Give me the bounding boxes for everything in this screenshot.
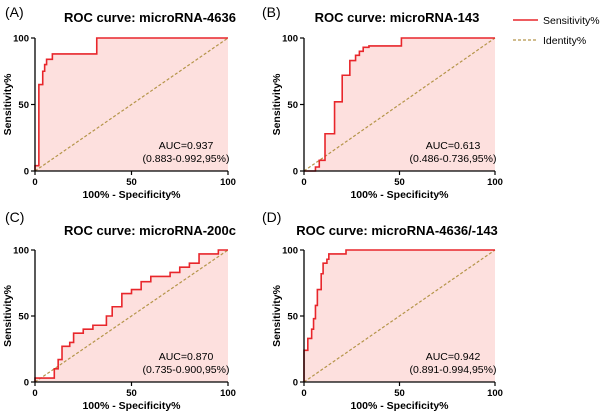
panel-title: ROC curve: microRNA-200c (64, 223, 236, 238)
x-tick-label: 0 (301, 388, 306, 399)
identity-line (34, 37, 229, 172)
y-tick-label: 0 (293, 378, 298, 389)
x-tick-label: 0 (32, 177, 37, 188)
auc-value: AUC=0.937 (159, 140, 214, 152)
y-tick-label: 100 (282, 246, 298, 257)
identity-line (303, 249, 496, 383)
x-tick-label: 100 (487, 177, 503, 188)
panel-letter: (C) (5, 209, 24, 225)
x-tick-label: 50 (394, 177, 405, 188)
y-tick-label: 0 (24, 167, 29, 178)
y-tick-label: 50 (18, 312, 29, 323)
identity-line (303, 37, 496, 172)
x-axis-label: 100% - Specificity% (82, 400, 181, 412)
roc-panel-3: (C) ROC curve: microRNA-200c 0 50 100 0 50 100 1… (2, 209, 236, 412)
y-tick-label: 50 (287, 312, 298, 323)
y-tick-label: 100 (282, 34, 298, 45)
roc-curve-line (303, 249, 495, 382)
auc-value: AUC=0.870 (159, 351, 214, 363)
roc-curve-line (304, 37, 495, 172)
roc-panel-1: (A) ROC curve: microRNA-4636 0 50 100 0 50 100 1… (2, 4, 236, 201)
x-tick-label: 100 (487, 388, 503, 399)
panel-title: ROC curve: microRNA-143 (315, 10, 480, 25)
x-tick-label: 50 (126, 177, 137, 188)
auc-confidence-interval: (0.486-0.736,95%) (410, 153, 497, 165)
panel-title: ROC curve: microRNA-4636/-143 (296, 223, 498, 238)
y-tick-label: 100 (13, 246, 29, 257)
x-axis-label: 100% - Specificity% (350, 400, 449, 412)
legend: Sensitivity% Identity% (513, 15, 600, 47)
y-tick-label: 50 (18, 100, 29, 111)
roc-curve-line (34, 37, 228, 171)
x-tick-label: 50 (394, 388, 405, 399)
y-tick-label: 0 (293, 167, 298, 178)
panel-letter: (B) (262, 4, 281, 20)
x-tick-label: 0 (32, 388, 37, 399)
x-tick-label: 0 (301, 177, 306, 188)
roc-curve-line (34, 249, 228, 382)
x-axis-label: 100% - Specificity% (350, 189, 449, 201)
x-axis-label: 100% - Specificity% (82, 189, 181, 201)
x-tick-label: 100 (220, 388, 236, 399)
y-axis-label: Sensitivity% (2, 284, 14, 347)
y-tick-label: 50 (287, 100, 298, 111)
auc-confidence-interval: (0.883-0.992,95%) (143, 153, 230, 165)
panel-title: ROC curve: microRNA-4636 (64, 10, 236, 25)
panel-letter: (A) (5, 4, 24, 20)
legend-sensitivity-label: Sensitivity% (543, 15, 600, 27)
y-tick-label: 0 (24, 378, 29, 389)
x-tick-label: 50 (126, 388, 137, 399)
legend-identity-label: Identity% (543, 35, 586, 47)
identity-line (34, 249, 229, 383)
auc-confidence-interval: (0.735-0.900,95%) (143, 364, 230, 376)
auc-confidence-interval: (0.891-0.994,95%) (410, 364, 497, 376)
roc-panel-2: (B) ROC curve: microRNA-143 0 50 100 0 50 100 10… (262, 4, 503, 201)
y-axis-label: Sensitivity% (2, 73, 14, 136)
y-axis-label: Sensitivity% (271, 284, 283, 347)
auc-value: AUC=0.942 (426, 351, 481, 363)
panel-letter: (D) (262, 209, 281, 225)
y-axis-label: Sensitivity% (271, 73, 283, 136)
auc-value: AUC=0.613 (426, 140, 481, 152)
roc-panel-4: (D) ROC curve: microRNA-4636/-143 0 50 100 0 5… (262, 209, 503, 412)
x-tick-label: 100 (220, 177, 236, 188)
y-tick-label: 100 (13, 34, 29, 45)
